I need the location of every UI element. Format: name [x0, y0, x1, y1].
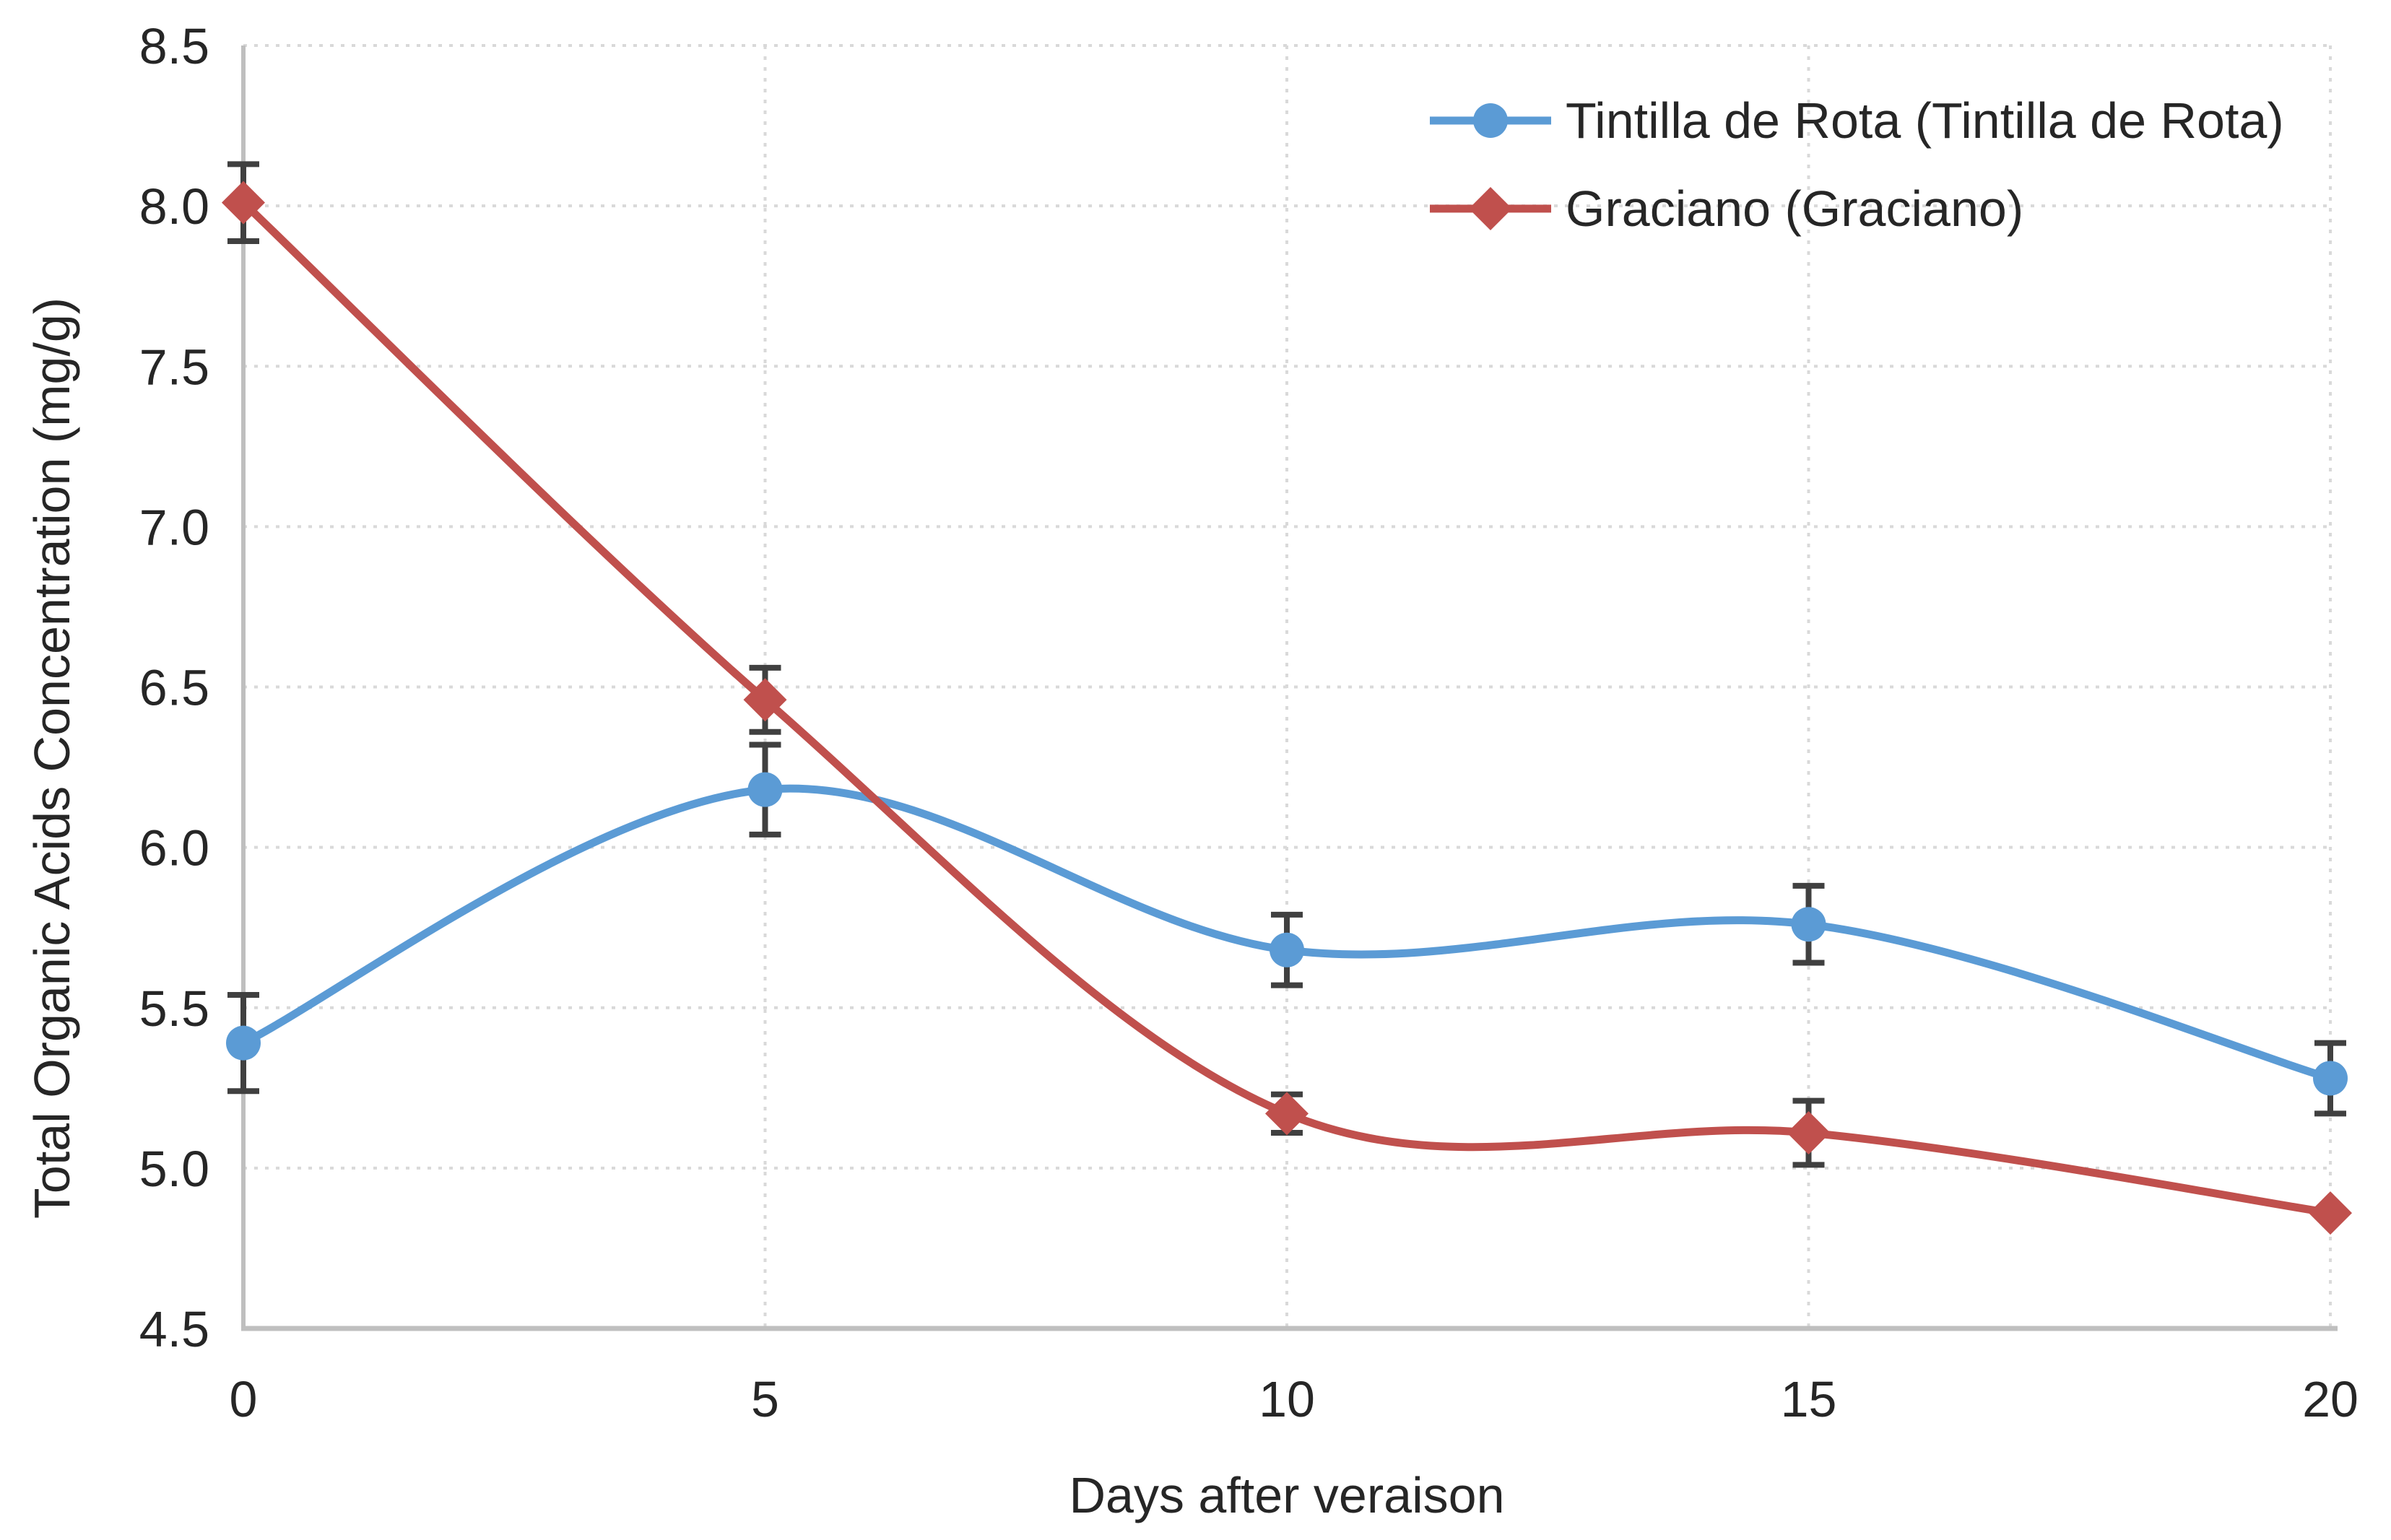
diamond-marker [222, 180, 265, 225]
circle-marker [1791, 907, 1826, 942]
y-tick-label: 8.0 [139, 178, 209, 235]
x-tick-label: 15 [1781, 1371, 1837, 1427]
y-tick-label: 8.5 [139, 18, 209, 74]
data-markers [222, 180, 2352, 1235]
y-tick-label: 7.0 [139, 499, 209, 555]
legend-label: Graciano (Graciano) [1566, 180, 2024, 237]
y-tick-label: 6.0 [139, 820, 209, 876]
legend-item-graciano: Graciano (Graciano) [1428, 165, 2284, 253]
legend-label: Tintilla de Rota (Tintilla de Rota) [1566, 92, 2284, 149]
x-tick-label: 10 [1259, 1371, 1315, 1427]
legend-line-circle-icon [1430, 103, 1551, 138]
legend-line-diamond-icon [1430, 187, 1551, 230]
y-axis-title: Total Organic Acids Concentration (mg/g) [24, 297, 80, 1219]
x-tick-label: 5 [751, 1371, 779, 1427]
x-axis-title: Days after veraison [1069, 1467, 1505, 1523]
circle-marker [2313, 1061, 2348, 1096]
y-tick-label: 4.5 [139, 1301, 209, 1357]
y-tick-label: 6.5 [139, 660, 209, 716]
series-line-1 [239, 199, 2335, 1217]
circle-marker [1270, 932, 1304, 967]
y-tick-label: 5.0 [139, 1141, 209, 1197]
y-tick-label: 5.5 [139, 980, 209, 1037]
diamond-marker [1265, 1092, 1309, 1136]
diamond-marker [1787, 1111, 1831, 1155]
legend-item-tintilla: Tintilla de Rota (Tintilla de Rota) [1428, 77, 2284, 165]
x-tick-label: 0 [230, 1371, 258, 1427]
circle-marker [226, 1025, 261, 1061]
diamond-marker [2309, 1191, 2352, 1235]
diamond-marker [743, 678, 787, 722]
y-tick-label: 7.5 [139, 339, 209, 395]
circle-marker [747, 772, 783, 807]
legend: Tintilla de Rota (Tintilla de Rota) Grac… [1428, 77, 2284, 253]
axis-lines [241, 45, 2338, 1331]
tick-labels: 4.5 5.0 5.5 6.0 6.5 7.0 7.5 8.0 8.5 0 5 10 15 20 [139, 18, 2359, 1427]
x-tick-label: 20 [2302, 1371, 2359, 1427]
